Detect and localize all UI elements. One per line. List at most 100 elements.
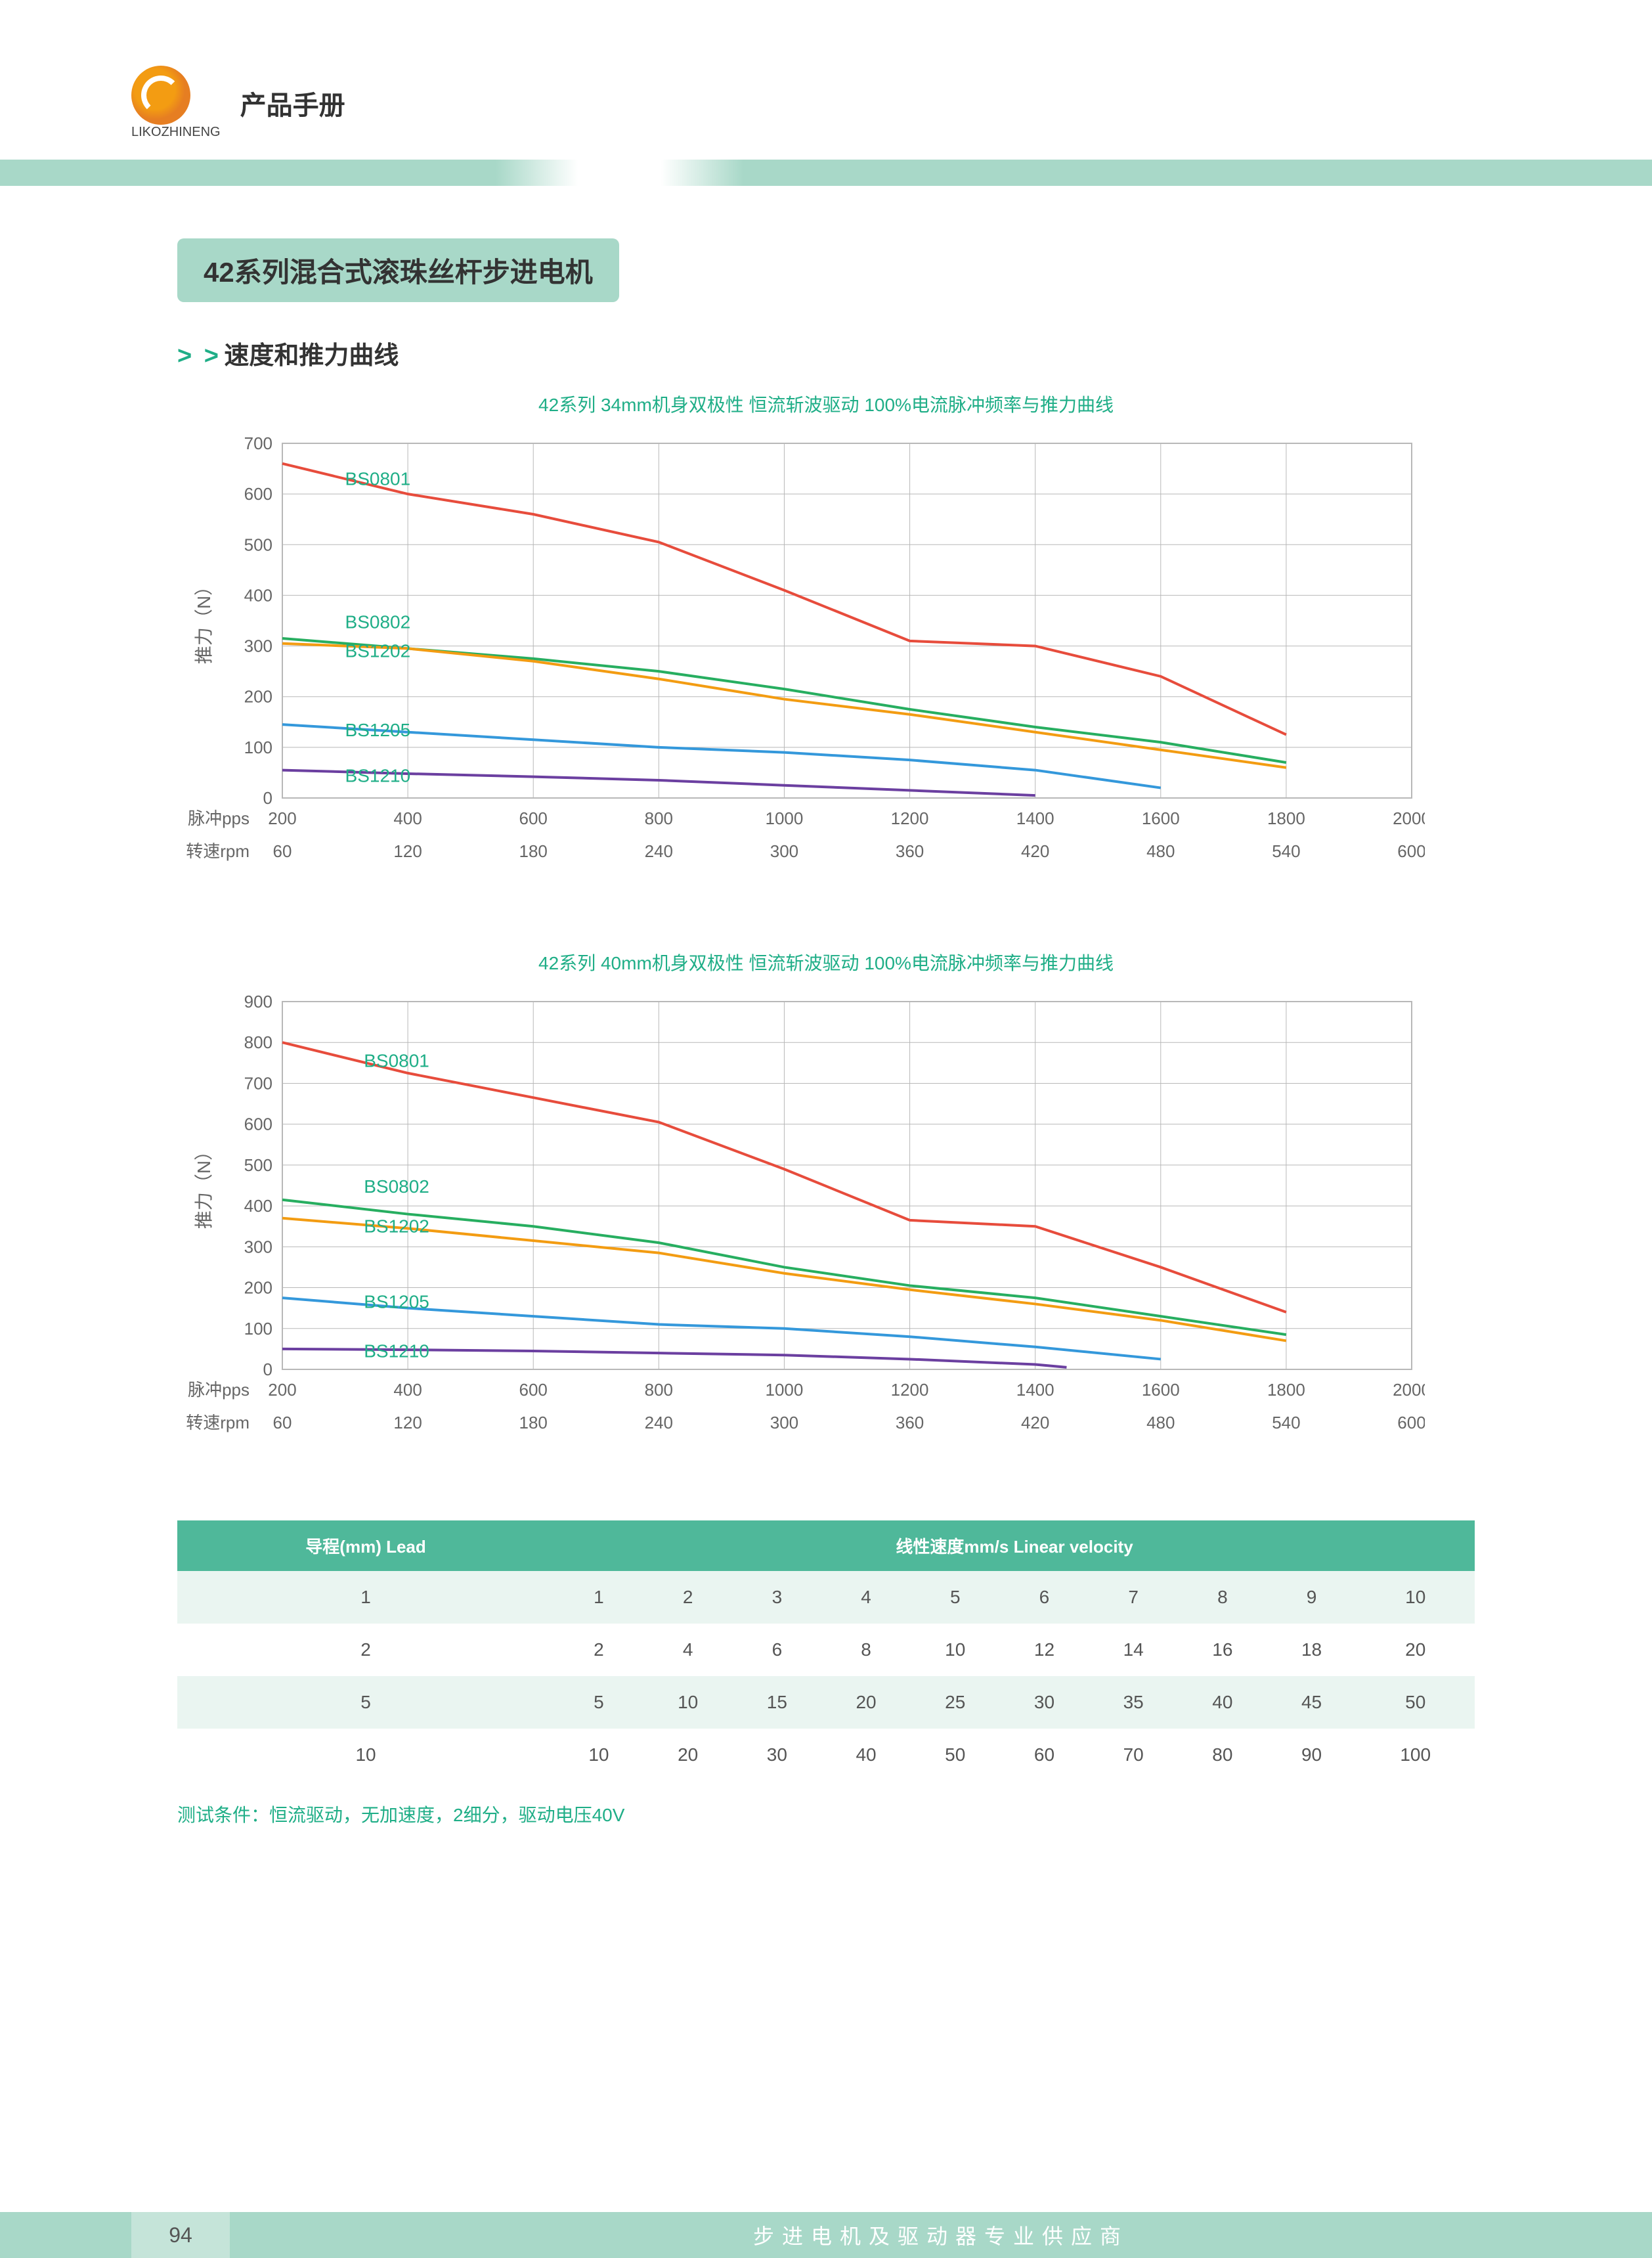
page-header: LIKOZHINENG 产品手册 — [0, 0, 1652, 160]
cell-value: 60 — [1000, 1729, 1089, 1781]
svg-text:600: 600 — [1397, 1413, 1425, 1432]
svg-text:420: 420 — [1021, 1413, 1049, 1432]
section-title: 42系列混合式滚珠丝杆步进电机 — [204, 257, 593, 288]
cell-value: 8 — [1178, 1571, 1267, 1624]
cell-lead: 1 — [177, 1571, 554, 1624]
cell-value: 5 — [911, 1571, 1000, 1624]
cell-value: 20 — [643, 1729, 733, 1781]
section-pill: 42系列混合式滚珠丝杆步进电机 — [177, 238, 619, 302]
cell-value: 12 — [1000, 1624, 1089, 1676]
cell-value: 70 — [1089, 1729, 1178, 1781]
cell-value: 4 — [643, 1624, 733, 1676]
cell-value: 14 — [1089, 1624, 1178, 1676]
svg-text:1000: 1000 — [766, 1380, 804, 1400]
svg-text:1200: 1200 — [891, 1380, 929, 1400]
table-row: 10102030405060708090100 — [177, 1729, 1475, 1781]
svg-text:900: 900 — [244, 992, 272, 1011]
svg-text:420: 420 — [1021, 841, 1049, 861]
svg-text:BS0802: BS0802 — [345, 612, 411, 632]
chart1-svg: 0100200300400500600700200604001206001808… — [177, 430, 1425, 929]
chart2: 0100200300400500600700800900200604001206… — [177, 988, 1475, 1501]
cell-value: 2 — [643, 1571, 733, 1624]
table-row: 22468101214161820 — [177, 1624, 1475, 1676]
svg-text:300: 300 — [770, 841, 798, 861]
cell-value: 50 — [911, 1729, 1000, 1781]
svg-text:0: 0 — [263, 788, 272, 808]
svg-text:500: 500 — [244, 535, 272, 554]
cell-value: 8 — [821, 1624, 911, 1676]
svg-text:180: 180 — [519, 1413, 548, 1432]
test-conditions-note: 测试条件：恒流驱动，无加速度，2细分，驱动电压40V — [177, 1801, 1475, 1827]
subtitle: 速度和推力曲线 — [224, 342, 399, 370]
svg-text:脉冲pps: 脉冲pps — [188, 1380, 250, 1400]
th-velocity-sub: Linear velocity — [1014, 1537, 1133, 1557]
svg-text:1600: 1600 — [1142, 808, 1180, 828]
svg-text:1800: 1800 — [1267, 1380, 1305, 1400]
svg-text:BS1210: BS1210 — [364, 1340, 429, 1361]
manual-title: 产品手册 — [240, 84, 345, 122]
cell-value: 10 — [1356, 1571, 1475, 1624]
svg-text:600: 600 — [519, 808, 548, 828]
cell-value: 10 — [911, 1624, 1000, 1676]
cell-value: 40 — [1178, 1676, 1267, 1729]
cell-value: 80 — [1178, 1729, 1267, 1781]
svg-text:240: 240 — [645, 1413, 673, 1432]
svg-text:200: 200 — [244, 1278, 272, 1298]
svg-text:100: 100 — [244, 1319, 272, 1339]
cell-value: 6 — [733, 1624, 822, 1676]
svg-text:400: 400 — [244, 585, 272, 605]
svg-text:200: 200 — [268, 808, 296, 828]
svg-text:1000: 1000 — [766, 808, 804, 828]
svg-text:120: 120 — [393, 1413, 422, 1432]
svg-text:400: 400 — [393, 1380, 422, 1400]
cell-value: 20 — [821, 1676, 911, 1729]
th-velocity-label: 线性速度mm/s — [896, 1537, 1009, 1557]
th-velocity: 线性速度mm/s Linear velocity — [554, 1520, 1475, 1571]
chart2-title: 42系列 40mm机身双极性 恒流斩波驱动 100%电流脉冲频率与推力曲线 — [177, 949, 1475, 975]
svg-text:1400: 1400 — [1016, 808, 1054, 828]
svg-text:480: 480 — [1146, 1413, 1175, 1432]
velocity-table: 导程(mm) Lead 线性速度mm/s Linear velocity 112… — [177, 1520, 1475, 1781]
svg-text:BS1202: BS1202 — [364, 1216, 429, 1237]
cell-value: 2 — [554, 1624, 643, 1676]
svg-text:1600: 1600 — [1142, 1380, 1180, 1400]
cell-value: 40 — [821, 1729, 911, 1781]
svg-text:360: 360 — [896, 841, 924, 861]
svg-text:推力（N）: 推力（N） — [194, 1142, 214, 1229]
svg-text:1400: 1400 — [1016, 1380, 1054, 1400]
cell-value: 100 — [1356, 1729, 1475, 1781]
svg-text:600: 600 — [1397, 841, 1425, 861]
cell-value: 20 — [1356, 1624, 1475, 1676]
svg-text:600: 600 — [519, 1380, 548, 1400]
cell-lead: 10 — [177, 1729, 554, 1781]
cell-value: 5 — [554, 1676, 643, 1729]
svg-text:1200: 1200 — [891, 808, 929, 828]
svg-text:120: 120 — [393, 841, 422, 861]
chart2-svg: 0100200300400500600700800900200604001206… — [177, 988, 1425, 1501]
svg-text:60: 60 — [273, 1413, 292, 1432]
svg-text:60: 60 — [273, 841, 292, 861]
svg-text:转速rpm: 转速rpm — [186, 1413, 250, 1432]
cell-value: 18 — [1267, 1624, 1357, 1676]
cell-value: 30 — [733, 1729, 822, 1781]
svg-text:600: 600 — [244, 1115, 272, 1134]
svg-text:BS1205: BS1205 — [345, 720, 411, 740]
svg-text:0: 0 — [263, 1360, 272, 1379]
table-row: 112345678910 — [177, 1571, 1475, 1624]
page-footer: 94 步进电机及驱动器专业供应商 — [0, 2212, 1652, 2258]
cell-value: 16 — [1178, 1624, 1267, 1676]
cell-lead: 5 — [177, 1676, 554, 1729]
svg-text:240: 240 — [645, 841, 673, 861]
page-number: 94 — [131, 2212, 230, 2258]
svg-text:转速rpm: 转速rpm — [186, 841, 250, 861]
svg-text:BS0802: BS0802 — [364, 1176, 429, 1197]
svg-text:300: 300 — [244, 636, 272, 656]
svg-text:480: 480 — [1146, 841, 1175, 861]
svg-text:700: 700 — [244, 1073, 272, 1093]
subtitle-row: > > 速度和推力曲线 — [177, 335, 1475, 371]
svg-text:200: 200 — [244, 687, 272, 707]
svg-text:300: 300 — [770, 1413, 798, 1432]
svg-text:1800: 1800 — [1267, 808, 1305, 828]
svg-text:400: 400 — [393, 808, 422, 828]
cell-value: 9 — [1267, 1571, 1357, 1624]
